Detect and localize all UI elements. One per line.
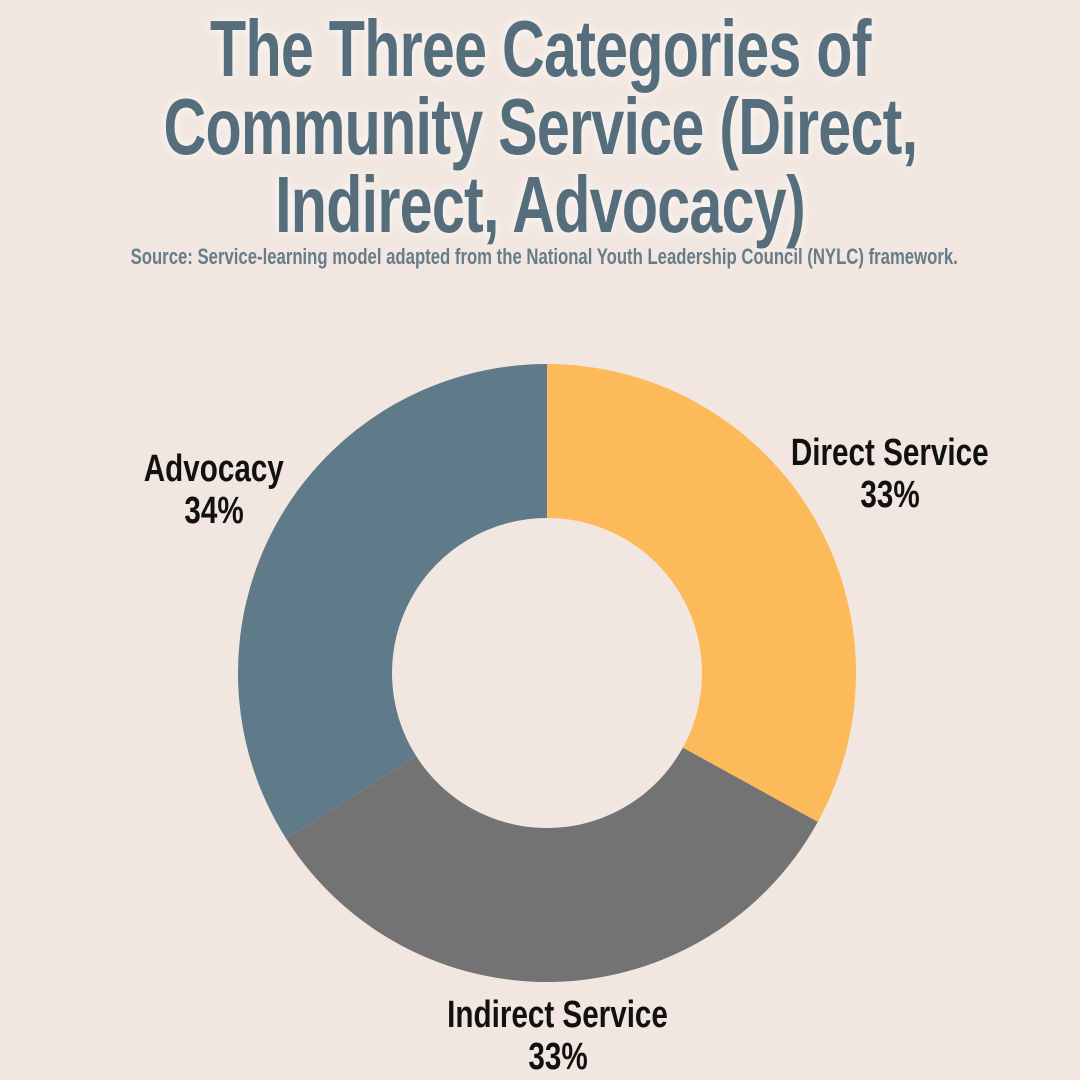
slice-direct-service <box>547 364 857 822</box>
label-name: Advocacy <box>143 448 285 490</box>
subtitle-text: Source: Service-learning model adapted f… <box>130 244 958 269</box>
label-value: 34% <box>184 490 244 532</box>
label-value: 33% <box>528 1036 588 1078</box>
label-value: 33% <box>860 474 920 516</box>
label-direct-service: Direct Service 33% <box>710 432 1070 516</box>
slice-indirect-service <box>286 747 818 983</box>
label-name: Indirect Service <box>447 994 669 1036</box>
label-name: Direct Service <box>791 432 989 474</box>
chart-subtitle: Source: Service-learning model adapted f… <box>0 244 1080 270</box>
title-line-2: Community Service (Direct, <box>163 82 918 171</box>
title-line-1: The Three Categories of <box>209 4 871 93</box>
label-advocacy: Advocacy 34% <box>34 448 394 532</box>
chart-title: The Three Categories of Community Servic… <box>0 4 1080 249</box>
title-line-3: Indirect, Advocacy) <box>275 160 806 249</box>
slice-advocacy <box>237 364 547 839</box>
label-indirect-service: Indirect Service 33% <box>378 994 738 1078</box>
